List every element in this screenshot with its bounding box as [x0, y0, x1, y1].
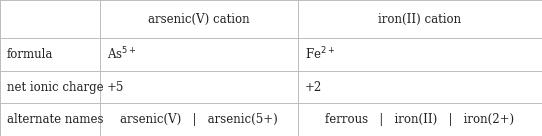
Text: As$^{5+}$: As$^{5+}$: [107, 46, 136, 63]
Text: net ionic charge: net ionic charge: [7, 81, 103, 94]
Text: arsenic(V) cation: arsenic(V) cation: [149, 13, 250, 26]
Text: +2: +2: [305, 81, 322, 94]
Text: formula: formula: [7, 48, 53, 61]
Text: iron(II) cation: iron(II) cation: [378, 13, 462, 26]
Text: arsenic(V)   |   arsenic(5+): arsenic(V) | arsenic(5+): [120, 113, 278, 126]
Text: Fe$^{2+}$: Fe$^{2+}$: [305, 46, 334, 63]
Text: ferrous   |   iron(II)   |   iron(2+): ferrous | iron(II) | iron(2+): [326, 113, 514, 126]
Text: +5: +5: [107, 81, 124, 94]
Text: alternate names: alternate names: [7, 113, 103, 126]
